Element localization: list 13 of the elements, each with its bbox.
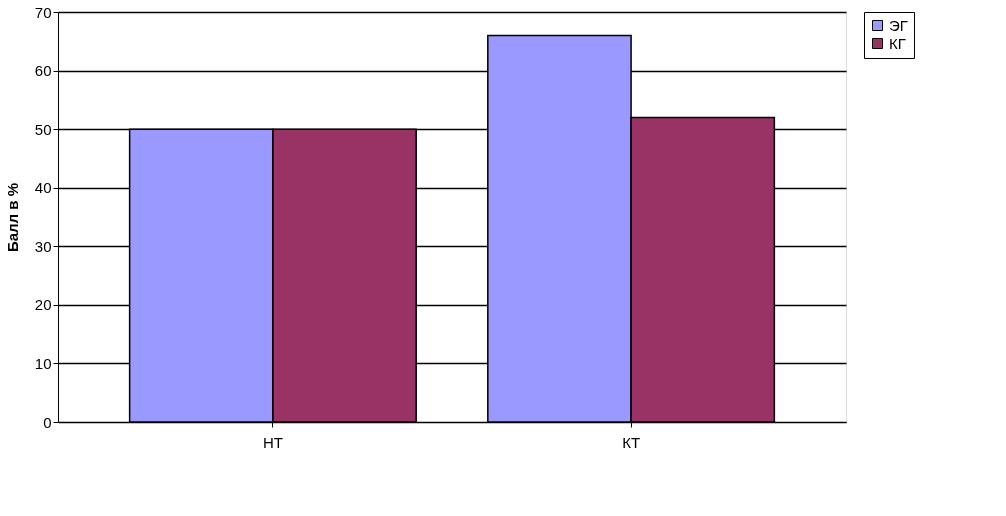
legend-label: КГ [889, 34, 906, 52]
y-tick-label: 0 [43, 413, 52, 431]
legend-label: ЭГ [889, 16, 908, 34]
y-tick-label: 20 [34, 296, 52, 314]
y-tick-label: 70 [34, 3, 52, 21]
x-tick-label: НТ [262, 433, 283, 451]
y-tick-label: 60 [34, 62, 52, 80]
x-tick-label: КТ [622, 433, 641, 451]
y-tick-label: 10 [34, 354, 52, 372]
y-axis-title: Балл в % [3, 182, 21, 253]
y-tick-label: 30 [34, 237, 52, 255]
y-tick-label: 50 [34, 120, 52, 138]
y-tick-label: 40 [34, 179, 52, 197]
